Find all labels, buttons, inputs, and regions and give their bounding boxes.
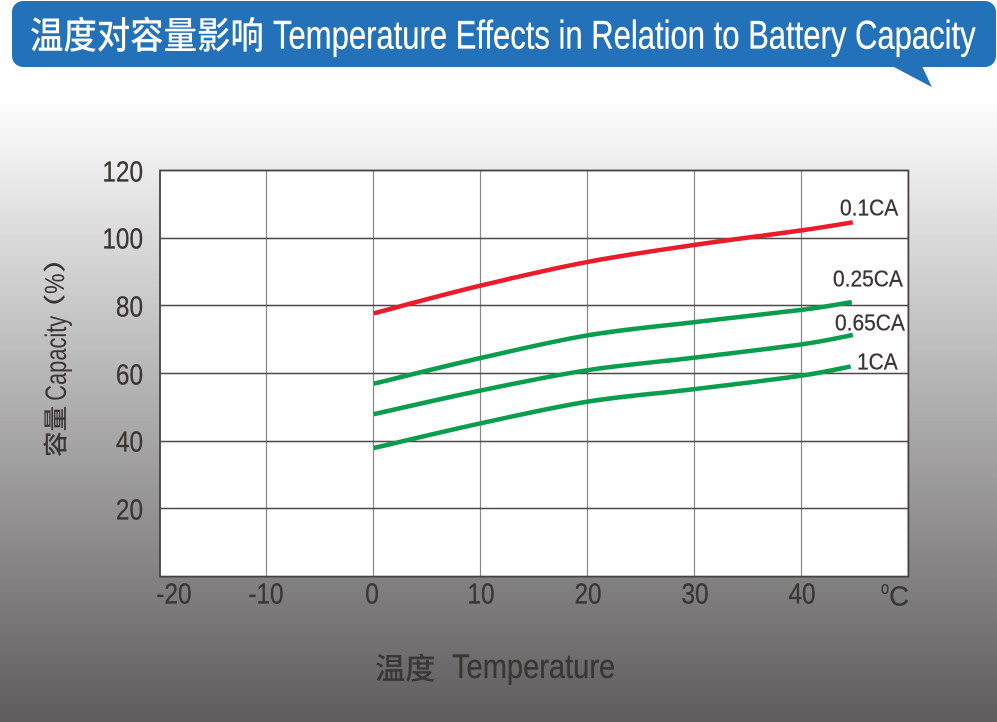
- svg-text:%: %: [40, 273, 70, 294]
- svg-text:Capacity: Capacity: [41, 316, 73, 401]
